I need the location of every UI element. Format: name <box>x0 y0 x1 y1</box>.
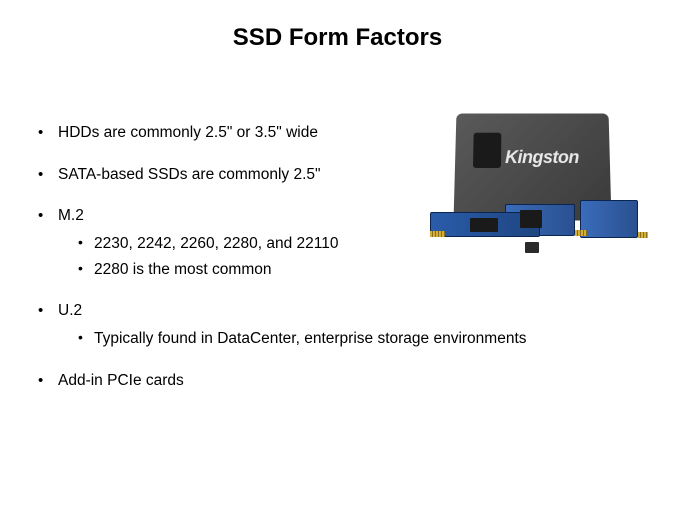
bullet-item-u2: U.2 Typically found in DataCenter, enter… <box>30 300 645 349</box>
bullet-text: M.2 <box>58 207 84 224</box>
bullet-item-sata: SATA-based SSDs are commonly 2.5" <box>30 164 645 186</box>
sub-list-u2: Typically found in DataCenter, enterpris… <box>58 328 645 350</box>
sub-bullet-text: 2230, 2242, 2260, 2280, and 22110 <box>94 235 339 252</box>
sub-list-m2: 2230, 2242, 2260, 2280, and 22110 2280 i… <box>58 233 645 280</box>
bullet-text: Add-in PCIe cards <box>58 372 184 389</box>
sub-bullet-m2-common: 2280 is the most common <box>58 259 645 281</box>
bullet-text: HDDs are commonly 2.5" or 3.5" wide <box>58 124 318 141</box>
content-area: Kingston HDDs are commonly 2.5" or 3.5" … <box>0 122 675 392</box>
bullet-text: SATA-based SSDs are commonly 2.5" <box>58 166 321 183</box>
sub-bullet-u2-datacenter: Typically found in DataCenter, enterpris… <box>58 328 645 350</box>
sub-bullet-m2-sizes: 2230, 2242, 2260, 2280, and 22110 <box>58 233 645 255</box>
bullet-text: U.2 <box>58 302 82 319</box>
bullet-item-hdd: HDDs are commonly 2.5" or 3.5" wide <box>30 122 645 144</box>
sub-bullet-text: Typically found in DataCenter, enterpris… <box>94 330 527 347</box>
bullet-item-m2: M.2 2230, 2242, 2260, 2280, and 22110 22… <box>30 205 645 280</box>
sub-bullet-text: 2280 is the most common <box>94 261 271 278</box>
slide-title: SSD Form Factors <box>0 0 675 62</box>
bullet-item-pcie: Add-in PCIe cards <box>30 370 645 392</box>
